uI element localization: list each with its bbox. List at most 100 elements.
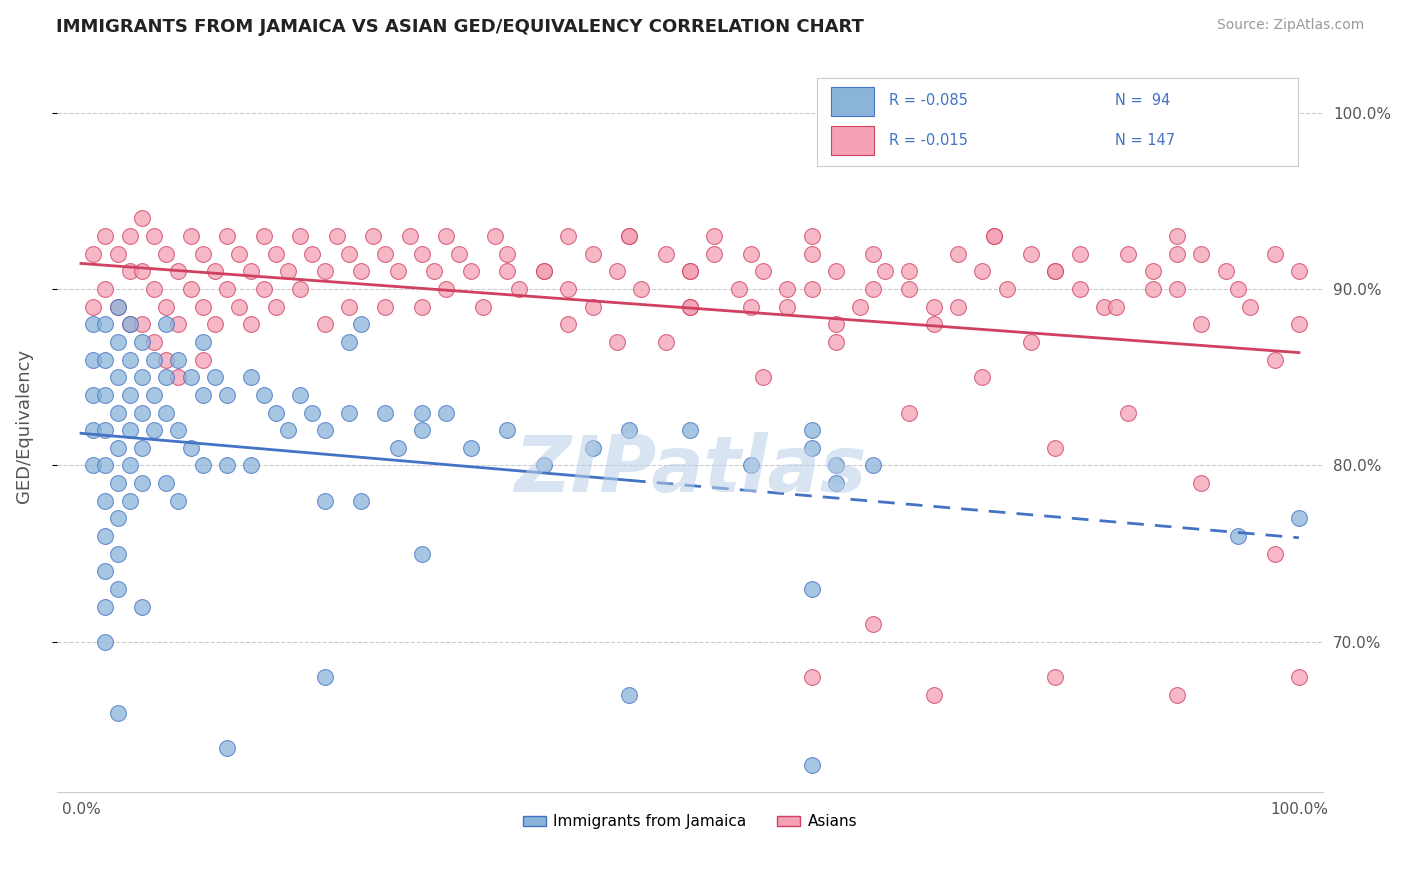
Point [727, 282, 749, 296]
Point [946, 246, 969, 260]
Point [411, 547, 433, 561]
Point [191, 334, 214, 349]
Point [825, 334, 848, 349]
Point [155, 300, 177, 314]
Point [800, 229, 823, 244]
Point [240, 370, 263, 384]
Point [361, 229, 384, 244]
Point [1264, 246, 1286, 260]
Point [1069, 282, 1091, 296]
Point [434, 229, 457, 244]
Point [1019, 246, 1042, 260]
Point [167, 352, 190, 367]
Point [290, 229, 312, 244]
Point [107, 246, 129, 260]
Point [496, 423, 519, 437]
Point [460, 264, 482, 278]
Point [740, 458, 762, 473]
Point [374, 405, 396, 419]
Point [654, 334, 676, 349]
Point [776, 282, 799, 296]
Point [411, 423, 433, 437]
Point [337, 334, 360, 349]
Point [143, 229, 166, 244]
Point [411, 246, 433, 260]
Point [94, 318, 117, 332]
Point [800, 441, 823, 455]
Legend: Immigrants from Jamaica, Asians: Immigrants from Jamaica, Asians [516, 808, 863, 836]
Point [825, 318, 848, 332]
Point [557, 229, 579, 244]
Point [107, 300, 129, 314]
Point [898, 405, 921, 419]
Point [471, 300, 494, 314]
Point [107, 476, 129, 491]
Point [972, 264, 994, 278]
Point [131, 476, 153, 491]
Point [849, 300, 872, 314]
Point [107, 706, 129, 720]
Point [946, 300, 969, 314]
Point [434, 282, 457, 296]
Point [204, 318, 226, 332]
Point [143, 282, 166, 296]
Point [94, 458, 117, 473]
Point [557, 318, 579, 332]
Point [167, 423, 190, 437]
Point [350, 264, 373, 278]
Point [1166, 246, 1188, 260]
Point [155, 352, 177, 367]
Point [557, 282, 579, 296]
Point [191, 352, 214, 367]
Point [167, 493, 190, 508]
Point [983, 229, 1005, 244]
Text: Source: ZipAtlas.com: Source: ZipAtlas.com [1216, 18, 1364, 32]
Point [82, 388, 104, 402]
Point [1142, 282, 1164, 296]
Point [107, 511, 129, 525]
Point [1166, 229, 1188, 244]
Point [740, 300, 762, 314]
Point [898, 264, 921, 278]
Point [862, 246, 884, 260]
Point [94, 599, 117, 614]
Point [118, 352, 141, 367]
Point [1045, 264, 1067, 278]
Point [131, 264, 153, 278]
Point [94, 282, 117, 296]
Point [107, 370, 129, 384]
Point [290, 388, 312, 402]
Point [496, 246, 519, 260]
Point [800, 582, 823, 596]
Point [107, 405, 129, 419]
Point [314, 423, 336, 437]
Point [873, 264, 896, 278]
Point [581, 441, 603, 455]
Point [1019, 334, 1042, 349]
Point [290, 282, 312, 296]
Point [118, 493, 141, 508]
Point [191, 458, 214, 473]
Point [825, 476, 848, 491]
Point [740, 246, 762, 260]
Point [800, 246, 823, 260]
Text: ZIPatlas: ZIPatlas [513, 432, 866, 508]
Point [972, 370, 994, 384]
Point [94, 635, 117, 649]
Point [654, 246, 676, 260]
Point [118, 318, 141, 332]
Point [496, 264, 519, 278]
Point [922, 300, 945, 314]
Point [825, 264, 848, 278]
Point [314, 264, 336, 278]
Point [131, 370, 153, 384]
Point [800, 423, 823, 437]
Point [118, 229, 141, 244]
Point [204, 264, 226, 278]
Point [118, 388, 141, 402]
Point [1069, 246, 1091, 260]
Point [217, 229, 239, 244]
Point [606, 334, 628, 349]
Point [82, 352, 104, 367]
Point [253, 282, 276, 296]
